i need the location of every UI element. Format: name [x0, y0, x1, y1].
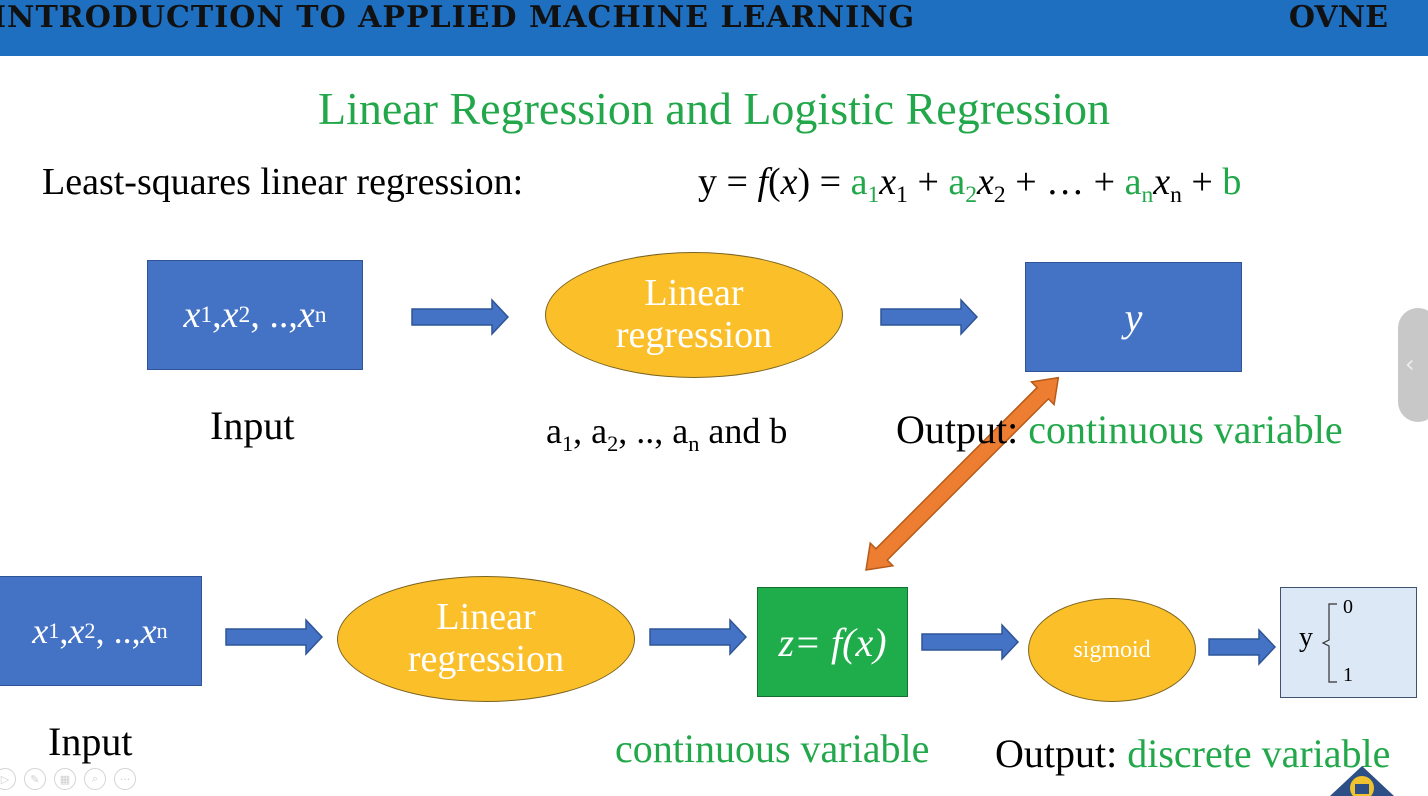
sigmoid-ellipse: sigmoid — [1028, 598, 1196, 702]
output-one-label: 1 — [1343, 664, 1353, 686]
linear-regression-ellipse-bottom: Linear regression — [337, 576, 635, 702]
linear-regression-ellipse-top: Linear regression — [545, 252, 843, 378]
play-icon[interactable]: ▷ — [0, 768, 16, 790]
output-caption-top: Output: continuous variable — [896, 407, 1343, 452]
header-bar — [0, 0, 1428, 56]
side-panel-tab[interactable] — [1398, 308, 1428, 422]
university-logo-icon — [1330, 766, 1394, 796]
z-function-box: z= f(x) — [757, 587, 908, 697]
least-squares-label: Least-squares linear regression: — [42, 161, 524, 203]
input-caption-bottom: Input — [48, 719, 133, 764]
continuous-variable-caption: continuous variable — [615, 726, 930, 771]
output-box-top: y — [1025, 262, 1242, 372]
more-icon[interactable]: ··· — [114, 768, 136, 790]
output-box-bottom: y 0 1 — [1280, 587, 1417, 698]
slides-icon[interactable]: ▦ — [54, 768, 76, 790]
input-caption-top: Input — [210, 403, 295, 448]
arrow-input-to-linreg-bottom — [225, 618, 324, 656]
arrow-linreg-to-output-top — [880, 298, 979, 336]
slide-title: Linear Regression and Logistic Regressio… — [317, 83, 1111, 134]
arrow-sigmoid-to-output — [1208, 628, 1277, 666]
regression-formula: y = f(x) = a1x1 + a2x2 + … + anxn + b — [698, 161, 1242, 209]
arrow-input-to-linreg-top — [411, 298, 510, 336]
parameters-caption: a1, a2, .., an and b — [546, 411, 788, 456]
brace-icon — [1321, 603, 1337, 683]
course-title: INTRODUCTION TO APPLIED MACHINE LEARNING — [0, 0, 916, 35]
presentation-toolbar: ▷ ✎ ▦ ⌕ ··· — [0, 768, 136, 790]
arrow-z-to-sigmoid — [921, 623, 1020, 661]
double-arrow-orange — [865, 376, 1060, 571]
output-y-label: y — [1299, 622, 1313, 653]
pen-icon[interactable]: ✎ — [24, 768, 46, 790]
output-caption-bottom: Output: discrete variable — [995, 731, 1391, 776]
arrow-linreg-to-z-bottom — [649, 618, 748, 656]
chevron-left-icon: ‹ — [1405, 350, 1415, 378]
output-zero-label: 0 — [1343, 596, 1353, 618]
brand-label: OVNE — [1288, 0, 1388, 35]
zoom-icon[interactable]: ⌕ — [84, 768, 106, 790]
